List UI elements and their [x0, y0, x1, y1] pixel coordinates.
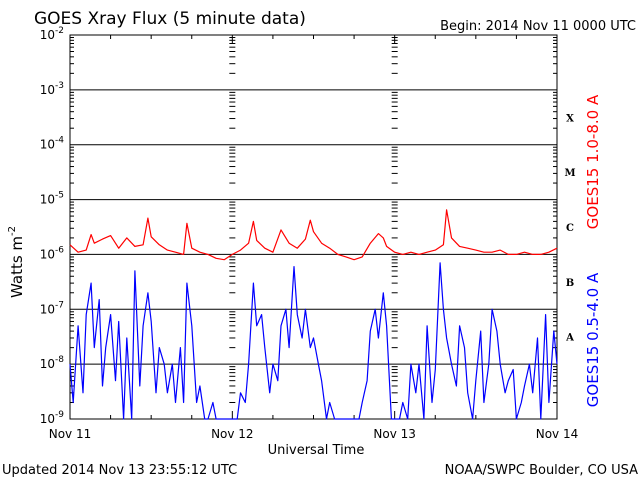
x-tick-label: Nov 13	[373, 427, 416, 441]
legend-series-1-label: GOES15 1.0-8.0 A	[584, 94, 602, 229]
flare-class-labels: X M C B A	[564, 113, 575, 343]
x-axis-label: Universal Time	[268, 443, 365, 458]
svg-text:Watts m-2: Watts m-2	[7, 226, 26, 298]
y-tick-base: 10	[40, 302, 55, 316]
y-tick-label: 10-5	[40, 191, 64, 207]
y-tick-base: 10	[40, 138, 55, 152]
y-tick-label: 10-9	[40, 410, 65, 426]
flare-class-label: C	[566, 223, 574, 234]
series-line-1	[69, 209, 558, 261]
x-tick-labels: Nov 11 Nov 12 Nov 13 Nov 14	[49, 427, 579, 441]
y-tick-base: 10	[40, 357, 55, 371]
y-tick-base: 10	[40, 28, 55, 42]
legend-series-1: GOES15 1.0-8.0 A	[584, 94, 602, 229]
legend-series-2: GOES15 0.5-4.0 A	[584, 272, 602, 407]
flare-class-label: M	[564, 168, 575, 179]
y-tick-base: 10	[40, 193, 55, 207]
flare-class-label: B	[566, 278, 574, 289]
begin-label: Begin: 2014 Nov 11 0000 UTC	[440, 19, 636, 34]
x-tick-label: Nov 12	[211, 427, 254, 441]
x-tick-label: Nov 11	[49, 427, 92, 441]
minor-ticks	[69, 35, 558, 419]
footer-source: NOAA/SWPC Boulder, CO USA	[445, 463, 638, 478]
y-tick-exponent: -3	[55, 81, 64, 91]
flare-class-label: A	[565, 333, 574, 344]
y-tick-label: 10-3	[40, 81, 64, 97]
y-tick-exponent: -4	[55, 136, 64, 146]
y-tick-base: 10	[40, 247, 55, 261]
footer-updated: Updated 2014 Nov 13 23:55:12 UTC	[2, 463, 237, 478]
y-tick-label: 10-6	[40, 245, 65, 261]
y-tick-exponent: -6	[55, 245, 64, 255]
y-tick-base: 10	[40, 412, 55, 426]
y-axis-label-exp: -2	[7, 226, 18, 236]
y-tick-label: 10-2	[40, 26, 64, 42]
y-tick-label: 10-7	[40, 300, 64, 316]
y-tick-label: 10-4	[40, 136, 65, 152]
plot-frame	[69, 34, 558, 420]
y-tick-exponent: -2	[55, 26, 64, 36]
flare-class-label: X	[566, 113, 574, 124]
y-tick-exponent: -7	[55, 300, 64, 310]
y-tick-labels: 10-210-310-410-510-610-710-810-9	[40, 26, 65, 426]
y-tick-exponent: -8	[55, 355, 64, 365]
legend-series-2-label: GOES15 0.5-4.0 A	[584, 272, 602, 407]
y-tick-label: 10-8	[40, 355, 65, 371]
x-tick-label: Nov 14	[536, 427, 579, 441]
y-tick-base: 10	[40, 83, 55, 97]
y-tick-exponent: -9	[55, 410, 64, 420]
y-tick-exponent: -5	[55, 191, 64, 201]
chart-title: GOES Xray Flux (5 minute data)	[34, 9, 306, 29]
y-axis-label-base: Watts m	[8, 236, 26, 298]
series-line-2	[69, 262, 558, 420]
plot-frame-group	[69, 34, 558, 420]
grid-lines	[70, 89, 557, 365]
series-layer	[69, 209, 558, 420]
y-axis-label: Watts m-2	[7, 226, 26, 298]
